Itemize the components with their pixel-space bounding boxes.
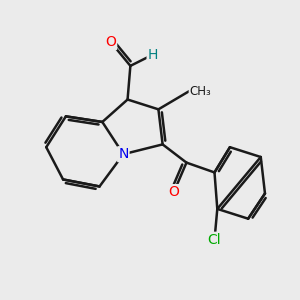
Text: Cl: Cl xyxy=(208,233,221,247)
Text: O: O xyxy=(105,35,116,49)
Text: H: H xyxy=(148,48,158,62)
Text: N: N xyxy=(118,147,128,161)
Text: O: O xyxy=(168,185,179,199)
Text: CH₃: CH₃ xyxy=(189,85,211,98)
